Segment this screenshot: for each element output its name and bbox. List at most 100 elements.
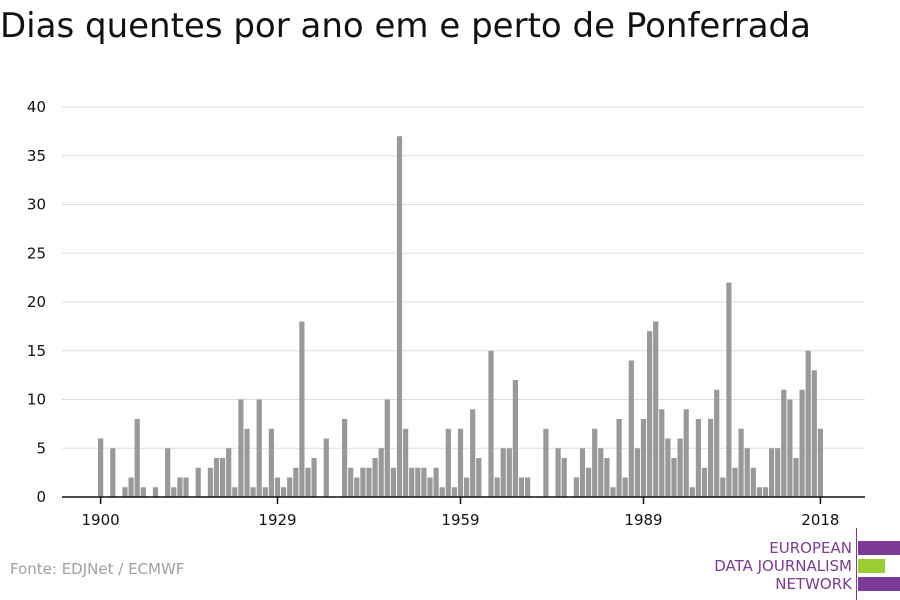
bar-2010 — [769, 448, 775, 497]
bar-2016 — [805, 350, 811, 497]
bar-1981 — [592, 428, 598, 497]
bar-1968 — [512, 380, 518, 497]
bar-1922 — [232, 487, 238, 497]
bar-2000 — [708, 419, 714, 497]
bar-1947 — [384, 399, 390, 497]
bar-1934 — [305, 467, 311, 497]
bar-1953 — [421, 467, 427, 497]
bar-1959 — [457, 428, 464, 497]
bar-1924 — [244, 428, 250, 497]
y-tick-label: 10 — [27, 391, 46, 409]
bar-2003 — [726, 282, 732, 497]
logo-bar-purple-bottom — [858, 577, 900, 591]
bar-1929 — [274, 477, 281, 497]
bar-1956 — [439, 487, 445, 497]
bar-2006 — [744, 448, 750, 497]
bar-1911 — [165, 448, 171, 497]
y-tick-label: 0 — [36, 488, 46, 506]
bar-1928 — [268, 428, 274, 497]
bar-1916 — [195, 467, 201, 497]
bar-2002 — [720, 477, 726, 497]
bar-1921 — [226, 448, 232, 497]
bar-1986 — [622, 477, 628, 497]
logo-line-1: EUROPEAN — [769, 539, 852, 557]
bar-1948 — [390, 467, 396, 497]
bar-1984 — [610, 487, 616, 497]
bar-2018 — [817, 428, 823, 497]
bar-2014 — [793, 458, 799, 497]
bar-1999 — [701, 467, 708, 497]
bar-1990 — [647, 331, 653, 497]
bar-1998 — [695, 419, 701, 497]
bar-2017 — [811, 370, 817, 497]
logo-line-2: DATA JOURNALISM — [714, 557, 852, 575]
bar-1978 — [573, 477, 579, 497]
bar-1931 — [287, 477, 293, 497]
bar-1957 — [445, 428, 451, 497]
bar-2005 — [738, 428, 744, 497]
bar-1932 — [293, 467, 299, 497]
y-tick-label: 25 — [27, 244, 46, 262]
bar-1969 — [518, 477, 525, 497]
bar-1964 — [488, 350, 494, 497]
bar-1946 — [378, 448, 384, 497]
y-tick-label: 30 — [27, 196, 46, 214]
bar-1935 — [311, 458, 317, 497]
logo-bar-purple-top — [858, 541, 900, 555]
x-tick-label: 1900 — [82, 511, 120, 529]
bar-2015 — [799, 389, 805, 497]
bar-1941 — [348, 467, 354, 497]
x-tick-label: 1989 — [624, 511, 662, 529]
bar-1958 — [451, 487, 457, 497]
bar-2008 — [756, 487, 762, 497]
bar-2009 — [762, 487, 769, 497]
bar-2012 — [781, 389, 787, 497]
bar-1985 — [616, 419, 622, 497]
x-ticks: 1900 1929 1959 1989 2018 — [82, 497, 839, 529]
logo-bar-green — [858, 559, 885, 573]
bar-1965 — [494, 477, 500, 497]
y-tick-label: 40 — [27, 98, 46, 116]
x-tick-label: 1959 — [441, 511, 479, 529]
y-tick-label: 35 — [27, 147, 46, 165]
bar-1979 — [579, 448, 586, 497]
bar-1970 — [525, 477, 531, 497]
bar-1919 — [213, 458, 220, 497]
bar-1951 — [409, 467, 415, 497]
bar-1912 — [171, 487, 177, 497]
bar-1904 — [122, 487, 128, 497]
bar-1994 — [671, 458, 677, 497]
bar-1940 — [342, 419, 348, 497]
bar-1967 — [506, 448, 512, 497]
bar-2004 — [732, 467, 738, 497]
bar-1975 — [555, 448, 561, 497]
bar-1918 — [207, 467, 213, 497]
bar-1997 — [689, 487, 695, 497]
bar-1923 — [238, 399, 244, 497]
bar-1973 — [543, 428, 549, 497]
page-title: Dias quentes por ano em e perto de Ponfe… — [0, 6, 811, 46]
bar-1955 — [433, 467, 439, 497]
bar-1961 — [470, 409, 476, 497]
bar-1952 — [415, 467, 421, 497]
logo-line-3: NETWORK — [775, 575, 852, 593]
bars — [98, 136, 823, 497]
y-tick-label: 20 — [27, 293, 46, 311]
bar-1993 — [665, 438, 671, 497]
bar-1906 — [134, 419, 140, 497]
edjnet-logo[interactable]: EUROPEAN DATA JOURNALISM NETWORK — [700, 528, 900, 600]
bar-1983 — [604, 458, 610, 497]
bar-1982 — [598, 448, 604, 497]
bar-1925 — [250, 487, 256, 497]
bar-1992 — [659, 409, 665, 497]
y-tick-label: 5 — [36, 439, 46, 457]
bar-1988 — [634, 448, 640, 497]
source-note: Fonte: EDJNet / ECMWF — [10, 560, 185, 578]
gridlines — [62, 106, 865, 449]
bar-2007 — [750, 467, 756, 497]
bar-1966 — [500, 448, 506, 497]
logo-divider — [856, 528, 857, 600]
bar-1909 — [152, 487, 159, 497]
bar-2011 — [775, 448, 781, 497]
